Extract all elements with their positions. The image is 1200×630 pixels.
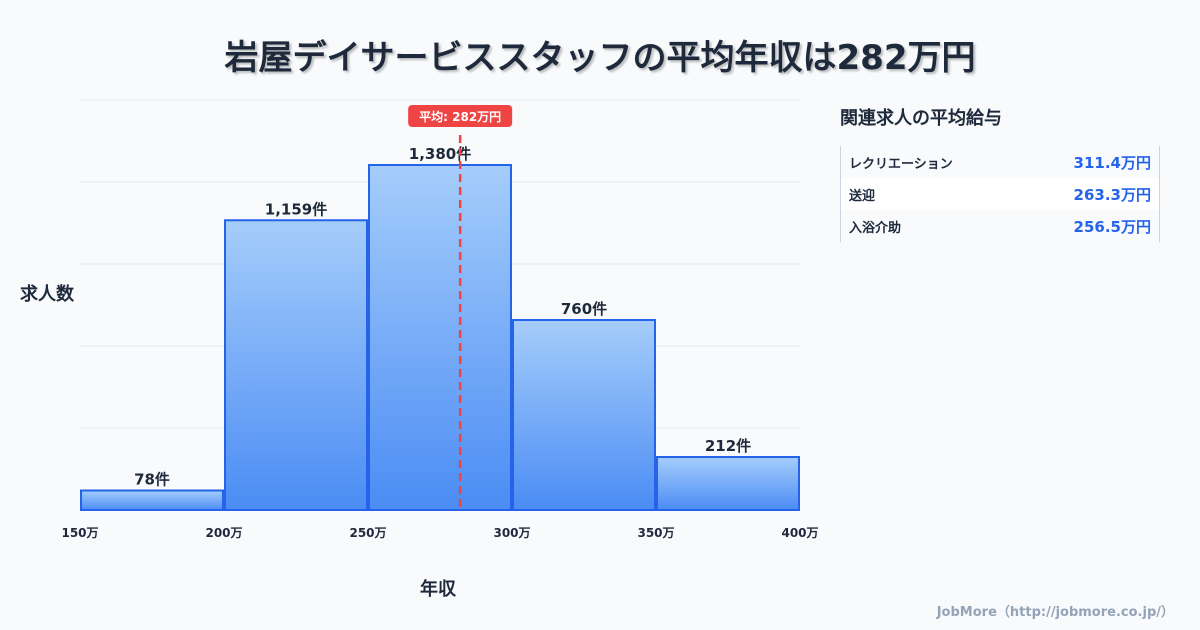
histogram-bar xyxy=(80,489,224,511)
histogram-bar xyxy=(656,456,800,511)
related-value: 256.5万円 xyxy=(1073,217,1151,236)
bar-value-label: 1,380件 xyxy=(409,145,471,163)
histogram-bar xyxy=(368,164,512,511)
x-axis-label: 年収 xyxy=(420,579,456,600)
related-row: 入浴介助 256.5万円 xyxy=(841,210,1159,242)
related-label: 送迎 xyxy=(849,188,876,204)
x-tick-label: 400万 xyxy=(781,526,818,540)
x-tick-label: 350万 xyxy=(637,526,674,540)
related-label: レクリエーション xyxy=(849,156,953,172)
related-salaries-panel: 関連求人の平均給与 レクリエーション 311.4万円 送迎 263.3万円 入浴介助… xyxy=(840,104,1160,242)
page-title: 岩屋デイサービススタッフの平均年収は282万円 xyxy=(224,38,976,78)
histogram-bar xyxy=(512,319,656,511)
related-label: 入浴介助 xyxy=(849,220,902,236)
x-tick-label: 250万 xyxy=(349,526,386,540)
bar-value-label: 78件 xyxy=(134,471,170,489)
histogram-bar xyxy=(224,219,368,511)
bar-value-label: 760件 xyxy=(561,300,607,318)
bar-value-label: 1,159件 xyxy=(265,200,327,218)
bar-value-label: 212件 xyxy=(705,437,751,455)
y-axis-label: 求人数 xyxy=(20,284,74,305)
related-row: 送迎 263.3万円 xyxy=(841,178,1159,210)
footer-credit: JobMore（http://jobmore.co.jp/） xyxy=(936,605,1174,620)
related-value: 311.4万円 xyxy=(1073,153,1151,172)
average-badge xyxy=(408,105,513,127)
average-label: 平均: 282万円 xyxy=(419,109,501,124)
related-value: 263.3万円 xyxy=(1073,185,1151,204)
related-row: レクリエーション 311.4万円 xyxy=(841,146,1159,178)
related-salaries-title: 関連求人の平均給与 xyxy=(840,108,1002,129)
x-tick-label: 300万 xyxy=(493,526,530,540)
x-tick-label: 200万 xyxy=(205,526,242,540)
x-tick-label: 150万 xyxy=(61,526,98,540)
